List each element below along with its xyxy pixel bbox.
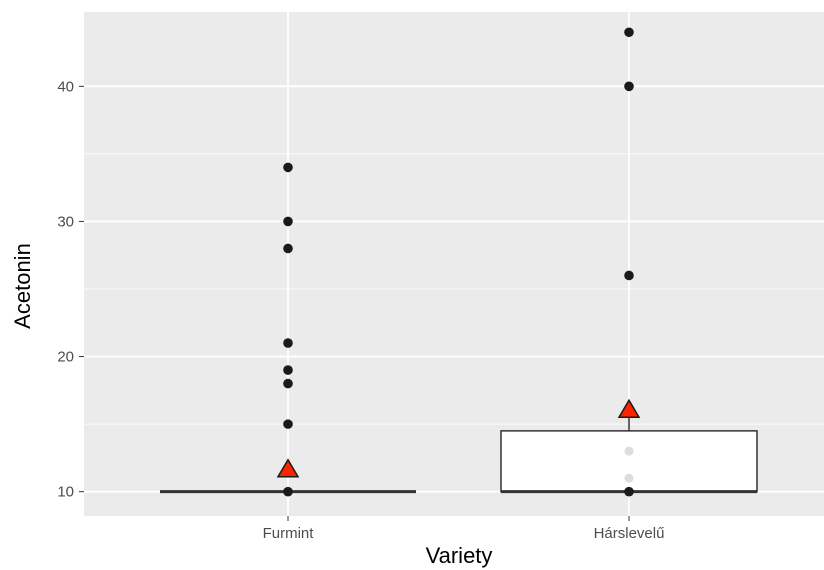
jitter-point	[624, 473, 634, 483]
data-point	[283, 243, 293, 254]
data-point	[283, 162, 293, 173]
y-tick-label: 30	[57, 213, 74, 230]
mean-marker	[276, 458, 300, 478]
data-point	[283, 338, 293, 348]
data-point	[624, 81, 634, 92]
data-point	[283, 216, 293, 227]
y-tick-label: 10	[57, 484, 74, 501]
data-point	[283, 419, 293, 429]
data-point	[283, 486, 293, 497]
x-tick-labels: Furmint Hárslevelű	[263, 516, 665, 542]
data-point	[283, 378, 293, 389]
data-points	[283, 27, 634, 497]
y-axis-title: Acetonin	[10, 243, 35, 329]
y-tick-labels: 10 20 30 40	[57, 78, 84, 501]
data-point	[624, 27, 634, 38]
x-tick-label: Hárslevelű	[594, 525, 665, 542]
x-axis-title: Variety	[426, 543, 493, 568]
y-tick-label: 20	[57, 349, 74, 366]
y-tick-label: 40	[57, 78, 74, 95]
data-point	[624, 270, 634, 281]
data-point	[283, 365, 293, 375]
data-point	[624, 486, 634, 497]
jitter-point	[624, 446, 634, 456]
x-tick-label: Furmint	[263, 525, 315, 542]
mean-markers	[276, 398, 641, 478]
mean-marker	[617, 398, 641, 419]
